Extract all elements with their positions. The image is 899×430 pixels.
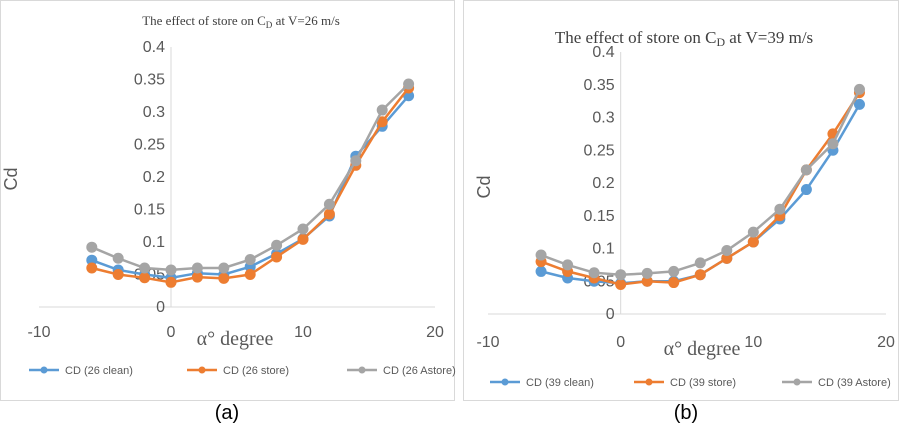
chart-b-legend-swatch-marker <box>793 378 801 386</box>
chart-b-x-tick-label: 10 <box>744 334 762 351</box>
chart-b-data-point <box>853 83 865 95</box>
chart-panel-b: The effect of store on CD at V=39 m/s 0 0.… <box>463 0 899 401</box>
chart-a-data-point <box>244 269 256 280</box>
caption-b: (b) <box>673 402 699 424</box>
chart-b-data-point <box>747 226 759 238</box>
chart-a-data-point <box>139 262 151 274</box>
chart-b-legend-label: CD (39 Astore) <box>818 377 891 389</box>
chart-a-y-tick-label: 0.4 <box>143 39 165 56</box>
chart-a-data-point <box>191 262 203 274</box>
chart-b-data-point <box>535 265 547 277</box>
chart-b-data-point <box>641 275 653 287</box>
caption-a: (a) <box>214 402 240 424</box>
chart-b-svg: The effect of store on CD at V=39 m/s 0 0.… <box>474 28 895 389</box>
chart-a-x-axis-label: α° degree <box>197 328 274 350</box>
chart-a-data-point <box>323 208 335 220</box>
chart-a-y-tick-label: 0.3 <box>143 104 165 121</box>
chart-a-data-point <box>376 116 388 128</box>
chart-a-data-point <box>165 264 177 276</box>
chart-b-data-point <box>615 279 627 291</box>
chart-b-data-point <box>588 267 600 279</box>
chart-a-data-point <box>165 276 177 288</box>
chart-a-y-tick-label: 0.2 <box>143 169 165 186</box>
chart-b-x-tick-label: 0 <box>616 334 625 351</box>
chart-b-data-point <box>694 269 706 281</box>
chart-a-y-tick-label: 0 <box>156 299 165 316</box>
chart-a-title: The effect of store on CD at V=26 m/s <box>142 13 340 30</box>
chart-b-legend-label: CD (39 store) <box>670 377 736 389</box>
chart-b-series-line-0 <box>540 103 861 285</box>
chart-b-legend-label: CD (39 clean) <box>526 377 594 389</box>
chart-a-x-tick-label: -10 <box>27 324 50 341</box>
chart-a-data-point <box>112 252 124 264</box>
chart-b-data-point <box>827 138 839 150</box>
chart-a-series-line-1 <box>91 87 410 284</box>
chart-a-data-point <box>191 271 203 283</box>
chart-b-data-point <box>668 265 680 277</box>
chart-b-y-tick-label: 0.3 <box>592 110 614 127</box>
chart-b-y-axis-label: Cd <box>474 175 494 198</box>
chart-a-data-point <box>297 233 309 245</box>
chart-b-x-tick-label: -10 <box>476 334 499 351</box>
chart-a-data-point <box>86 241 98 253</box>
chart-a-y-tick-label: 0.15 <box>134 202 165 219</box>
chart-b-data-point <box>853 98 865 110</box>
chart-panel-a: The effect of store on CD at V=26 m/s 0 0.… <box>0 0 456 401</box>
chart-b-x-tick-label: 20 <box>877 334 895 351</box>
chart-b-x-axis-label: α° degree <box>664 338 741 360</box>
chart-a-data-point <box>271 251 283 263</box>
chart-b-legend-swatch-marker <box>645 378 653 386</box>
chart-b-y-tick-label: 0.35 <box>584 77 615 94</box>
chart-a-data-point <box>323 198 335 210</box>
chart-b-legend-swatch-marker <box>501 378 509 386</box>
chart-a-data-point <box>139 272 151 284</box>
chart-a-data-point <box>297 223 309 235</box>
chart-a-svg: The effect of store on CD at V=26 m/s 0 0.… <box>1 13 456 377</box>
chart-a-data-point <box>403 78 415 90</box>
chart-a-data-point <box>271 239 283 251</box>
chart-a-data-point <box>376 104 388 116</box>
chart-a-legend-swatch-marker <box>358 366 366 374</box>
chart-a-x-tick-label: 0 <box>167 324 176 341</box>
chart-a-y-axis-label: Cd <box>1 167 21 190</box>
chart-b-data-point <box>694 257 706 269</box>
chart-a-legend-label: CD (26 Astore) <box>383 365 456 377</box>
chart-b-y-tick-label: 0.15 <box>584 208 615 225</box>
chart-b-data-point <box>641 267 653 279</box>
chart-b-data-point <box>800 184 812 196</box>
chart-a-y-tick-label: 0.25 <box>134 137 165 154</box>
chart-b-y-tick-label: 0.1 <box>592 241 614 258</box>
chart-a-data-point <box>244 254 256 266</box>
chart-a-x-tick-label: 10 <box>294 324 312 341</box>
chart-a-y-tick-label: 0.35 <box>134 72 165 89</box>
chart-b-data-point <box>615 269 627 281</box>
chart-a-series-line-2 <box>91 83 410 272</box>
chart-a-data-point <box>86 254 98 266</box>
chart-a-data-point <box>218 262 230 274</box>
chart-a-series-line-0 <box>91 94 410 280</box>
chart-b-data-point <box>774 203 786 215</box>
chart-a-legend-swatch-marker <box>40 366 48 374</box>
chart-a-x-tick-label: 20 <box>426 324 444 341</box>
chart-b-data-point <box>747 236 759 248</box>
chart-b-y-tick-label: 0.2 <box>592 175 614 192</box>
chart-a-y-tick-label: 0.1 <box>143 234 165 251</box>
chart-b-title: The effect of store on CD at V=39 m/s <box>555 28 813 49</box>
chart-b-y-tick-label: 0.4 <box>592 44 614 61</box>
chart-b-y-tick-label: 0.25 <box>584 142 615 159</box>
chart-a-data-point <box>218 272 230 284</box>
chart-b-data-point <box>721 244 733 256</box>
chart-b-data-point <box>721 252 733 264</box>
chart-a-legend-label: CD (26 store) <box>223 365 289 377</box>
chart-b-y-tick-label: 0 <box>606 306 615 323</box>
chart-a-data-point <box>350 155 362 167</box>
chart-a-data-point <box>86 262 98 274</box>
chart-a-data-point <box>112 269 124 280</box>
chart-b-data-point <box>800 164 812 176</box>
chart-b-data-point <box>668 277 680 289</box>
chart-b-data-point <box>535 249 547 261</box>
chart-b-data-point <box>562 259 574 271</box>
chart-a-legend-label: CD (26 clean) <box>65 365 133 377</box>
chart-a-legend-swatch-marker <box>198 366 206 374</box>
